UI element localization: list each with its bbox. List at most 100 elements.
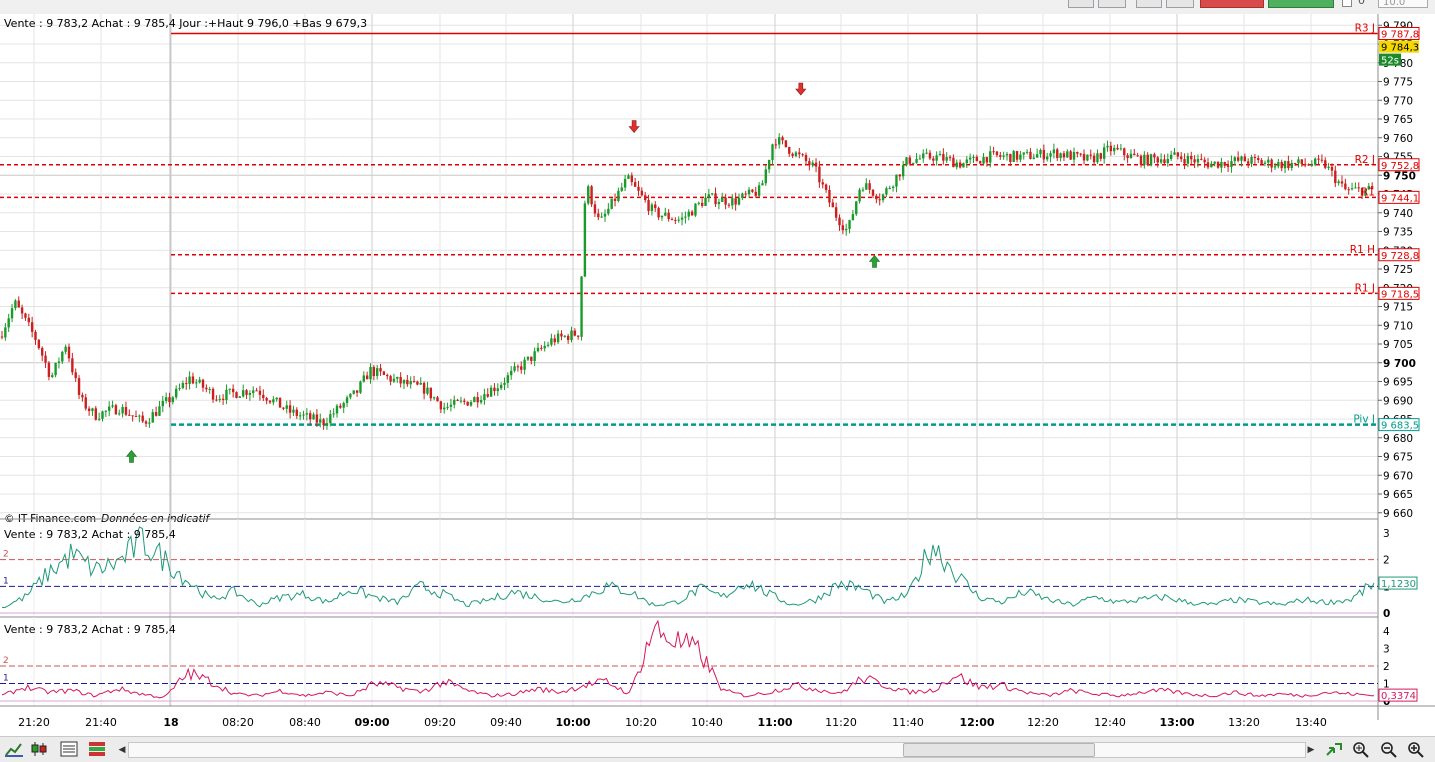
candle-body <box>794 152 798 156</box>
toolbar-button-a[interactable] <box>1068 0 1094 8</box>
candle-body <box>298 415 302 417</box>
candle-body <box>242 390 245 397</box>
candle-body <box>235 392 238 398</box>
option-checkbox[interactable] <box>1342 0 1352 7</box>
candle-body <box>600 216 603 218</box>
candle-body <box>1216 161 1220 168</box>
candle-body <box>714 193 717 205</box>
level-value-tag <box>1378 27 1420 40</box>
candle-body <box>1039 149 1042 155</box>
candle-body <box>700 202 704 206</box>
candle-body <box>94 408 97 420</box>
candle-body <box>791 153 794 156</box>
candle-body <box>526 356 530 360</box>
candle-body <box>185 383 188 385</box>
candle-body <box>871 189 875 196</box>
candle-body <box>325 423 329 425</box>
expand-icon[interactable] <box>1324 740 1344 758</box>
horizontal-scrollbar[interactable] <box>128 742 1306 758</box>
toolbar-button-d[interactable] <box>1166 0 1194 8</box>
candle-body <box>118 413 121 415</box>
candle-body <box>982 157 985 164</box>
candle-body <box>891 186 895 188</box>
zoom-out-icon[interactable] <box>1379 740 1399 758</box>
indicators-icon[interactable] <box>87 740 107 758</box>
candle-body <box>808 161 811 166</box>
candlestick-icon[interactable] <box>29 740 49 758</box>
price-tick-label: 9 740 <box>1383 208 1413 220</box>
candle-body <box>1193 159 1196 163</box>
candle-body <box>543 345 546 349</box>
candle-body <box>975 156 979 162</box>
candle-body <box>948 157 952 159</box>
scroll-left-button[interactable]: ◀ <box>118 745 126 755</box>
zoom-in-icon[interactable] <box>1406 740 1426 758</box>
candle-body <box>138 415 141 417</box>
candle-body <box>148 422 151 424</box>
candle-body <box>1250 157 1253 164</box>
candle-body <box>97 418 101 420</box>
candle-body <box>285 405 288 409</box>
sell-signal-arrow <box>628 120 640 133</box>
level-value-tag <box>1378 286 1420 300</box>
price-tick-label: 9 725 <box>1383 264 1413 276</box>
level-value-label: 9 787,8 <box>1381 30 1419 41</box>
oscillator-panel-2[interactable]: 2 1 4 3 2 1 00,3374 <box>0 616 1418 708</box>
quantity-field[interactable]: 10.0 <box>1378 0 1428 8</box>
candle-body <box>352 390 355 394</box>
oscillator-panel-1[interactable]: 2132101,1230 <box>0 518 1418 620</box>
candle-body <box>1314 158 1317 165</box>
candle-body <box>1056 149 1059 158</box>
candle-body <box>757 185 761 196</box>
candle-body <box>1089 154 1092 156</box>
candle-body <box>1236 157 1240 161</box>
candle-body <box>804 155 808 162</box>
candle-body <box>855 201 858 215</box>
candle-body <box>225 389 228 400</box>
candle-body <box>1069 151 1072 160</box>
time-label: 08:40 <box>289 716 321 729</box>
scroll-right-button[interactable]: ▶ <box>1307 745 1315 755</box>
sell-signal-arrow <box>795 82 807 96</box>
candle-body <box>1206 162 1210 168</box>
scrollbar-thumb[interactable] <box>903 743 1095 757</box>
buy-button[interactable] <box>1268 0 1334 8</box>
candle-body <box>781 137 784 141</box>
sell-button[interactable] <box>1200 0 1264 8</box>
candle-body <box>1133 153 1136 156</box>
toolbar-button-c[interactable] <box>1136 0 1162 8</box>
candle-body <box>644 195 647 201</box>
candle-body <box>731 198 734 206</box>
buy-signal-arrow <box>125 450 138 463</box>
candle-body <box>71 358 74 373</box>
candle-body <box>389 376 392 382</box>
list-icon[interactable] <box>59 740 79 758</box>
candle-body <box>633 182 637 187</box>
candle-body <box>1032 157 1035 159</box>
candle-body <box>412 381 416 383</box>
candle-body <box>784 140 788 148</box>
candle-body <box>208 388 211 390</box>
candle-body <box>1119 148 1123 150</box>
candle-body <box>161 401 164 407</box>
candle-body <box>1062 153 1066 158</box>
time-label: 10:20 <box>625 716 657 729</box>
candle-body <box>1059 153 1062 158</box>
candle-body <box>898 174 901 177</box>
candle-body <box>674 219 677 221</box>
candle-body <box>335 405 339 414</box>
price-tick-label: 9 765 <box>1383 114 1413 126</box>
chart-type-icon[interactable] <box>4 740 24 758</box>
candle-body <box>577 335 580 337</box>
candle-body <box>1042 149 1046 160</box>
candle-body <box>1092 155 1096 163</box>
candle-body <box>747 189 751 195</box>
osc-level-label: 1 <box>3 674 9 684</box>
candle-body <box>17 300 20 308</box>
zoom-fit-icon[interactable] <box>1351 740 1371 758</box>
toolbar-button-b[interactable] <box>1098 0 1126 8</box>
candle-body <box>1357 187 1360 189</box>
candle-body <box>550 338 553 345</box>
